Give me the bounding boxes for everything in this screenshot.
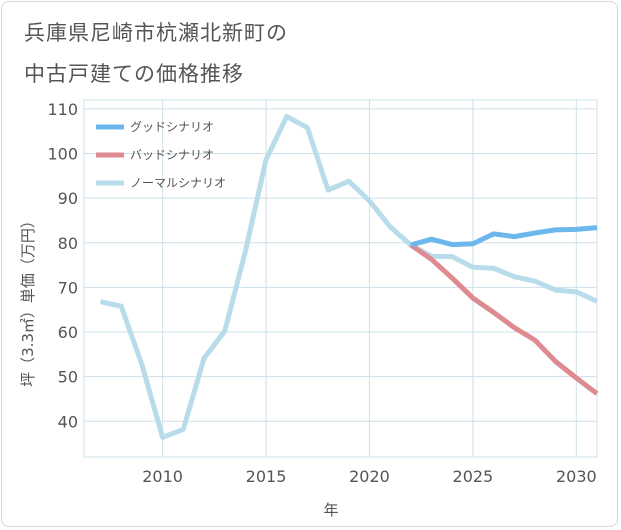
x-tick-label: 2030 xyxy=(556,467,597,486)
y-tick-label: 90 xyxy=(58,189,78,208)
y-tick-label: 80 xyxy=(58,234,78,253)
legend-label: バッドシナリオ xyxy=(130,148,214,162)
x-tick-label: 2015 xyxy=(246,467,287,486)
grid-lines xyxy=(83,99,598,458)
series-line-2 xyxy=(99,114,599,440)
series-line-1 xyxy=(409,242,599,396)
x-tick-label: 2020 xyxy=(349,467,390,486)
chart-title-line-1: 兵庫県尼崎市杭瀬北新町の xyxy=(24,21,288,45)
y-axis-title: 坪（3.3㎡）単価（万円） xyxy=(19,213,37,387)
legend-label: グッドシナリオ xyxy=(130,120,214,134)
x-tick-label: 2025 xyxy=(453,467,494,486)
series-line-0 xyxy=(410,225,598,248)
plot-frame xyxy=(83,99,598,458)
legend-label: ノーマルシナリオ xyxy=(130,176,226,190)
chart-title-line-2: 中古戸建ての価格推移 xyxy=(24,62,244,86)
y-tick-labels: 40 50 60 70 80 90 100 110 xyxy=(47,100,78,431)
y-tick-label: 70 xyxy=(58,278,78,297)
y-tick-label: 50 xyxy=(58,368,78,387)
y-tick-label: 60 xyxy=(58,323,78,342)
y-tick-label: 40 xyxy=(58,412,78,431)
x-axis-title: 年 xyxy=(323,501,338,519)
y-tick-label: 110 xyxy=(47,100,78,119)
y-tick-label: 100 xyxy=(47,145,78,164)
x-tick-labels: 2010 2015 2020 2025 2030 xyxy=(142,467,596,486)
series-lines xyxy=(99,114,599,440)
x-tick-label: 2010 xyxy=(142,467,183,486)
